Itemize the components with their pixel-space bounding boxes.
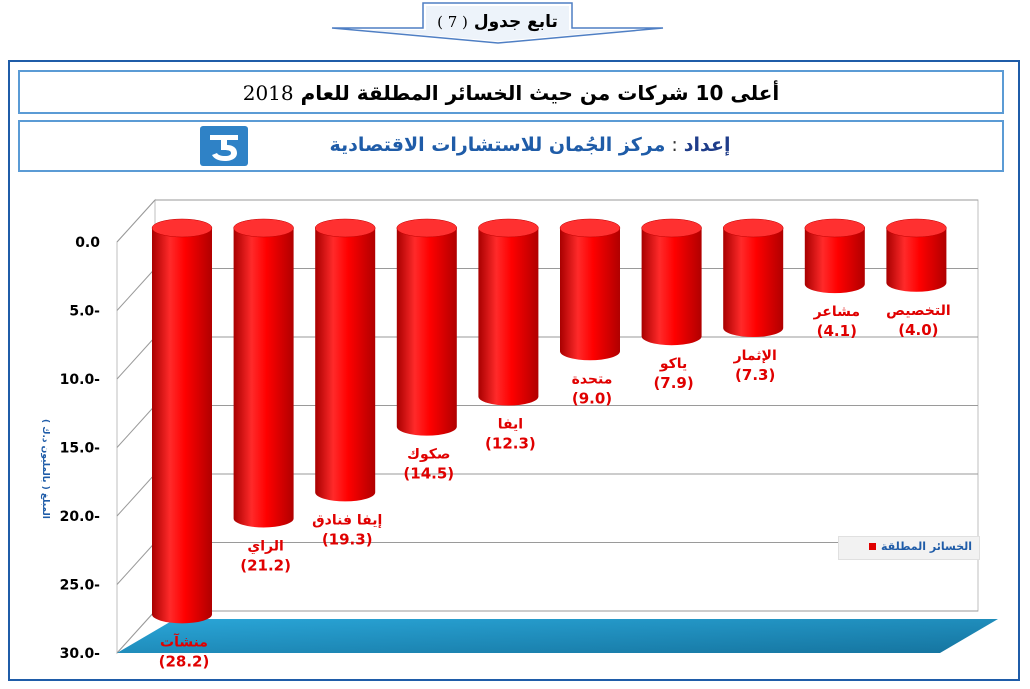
bar-10 <box>886 228 947 292</box>
title-box: أعلى 10 شركات من حيث الخسائر المطلقة للع… <box>18 70 1004 114</box>
banner-text: تابع جدول <box>473 12 558 32</box>
gridline-side <box>116 473 156 517</box>
value-label: (7.9) <box>653 374 693 392</box>
bar-7 <box>641 228 702 346</box>
category-label: ياكو <box>659 356 687 372</box>
gridline-side <box>116 610 156 654</box>
table-banner: تابع جدول ( 7 ) <box>330 2 665 44</box>
bar-2 <box>233 228 294 528</box>
bar-8 <box>723 228 784 338</box>
category-label: إيفا فنادق <box>312 512 382 528</box>
category-label: متحدة <box>572 371 613 387</box>
bar-1-top <box>151 218 213 238</box>
value-label: (19.3) <box>322 530 373 548</box>
bar-8-top <box>722 218 784 238</box>
preparer-name: مركز الجُمان للاستشارات الاقتصادية <box>329 134 666 156</box>
bar-1 <box>152 228 212 624</box>
category-label: الإثمار <box>733 348 777 364</box>
value-label: (21.2) <box>240 556 291 574</box>
gridline-side <box>116 268 156 311</box>
category-label: مشاعر <box>813 304 860 320</box>
bar-3 <box>315 228 376 502</box>
chart-frame <box>8 60 1020 681</box>
chart-floor <box>117 619 998 653</box>
value-label: (14.5) <box>403 465 454 483</box>
company-logo <box>200 126 248 166</box>
y-tick-label: 15.0- <box>60 441 101 457</box>
bar-2-top <box>233 218 294 238</box>
bar-7-top <box>641 218 702 238</box>
legend-label: الخسائر المطلقة <box>881 540 973 553</box>
legend-swatch <box>869 543 876 550</box>
bar-9-top <box>804 218 866 238</box>
preparer-line: إعداد:مركز الجُمان للاستشارات الاقتصادية <box>320 134 740 156</box>
gridline-side <box>116 336 156 380</box>
bar-6 <box>560 228 620 361</box>
title-year: 2018 <box>242 81 294 105</box>
bar-3-top <box>314 218 376 238</box>
bar-9 <box>804 228 865 294</box>
bar-5-top <box>478 218 539 238</box>
banner-number: ( 7 ) <box>437 13 468 31</box>
banner-label: تابع جدول ( 7 ) <box>330 12 665 32</box>
banner-arrow-shape <box>331 2 664 44</box>
bar-4-top <box>396 218 458 238</box>
y-tick-label: 20.0- <box>60 509 101 525</box>
value-label: (12.3) <box>485 435 536 453</box>
y-tick-label: 0.0 <box>75 235 100 251</box>
gridline-side <box>116 542 156 585</box>
preparer-box: إعداد:مركز الجُمان للاستشارات الاقتصادية <box>18 120 1004 172</box>
category-label: التخصيص <box>886 303 950 319</box>
value-label: (4.1) <box>817 322 857 340</box>
y-axis-title: المبلغ ( بالمليون د.ك ) <box>40 419 50 519</box>
gridline-side <box>116 405 156 448</box>
y-tick-label: 30.0- <box>60 646 101 662</box>
y-tick-label: 10.0- <box>60 372 101 388</box>
value-label: (4.0) <box>898 321 938 339</box>
bar-6-top <box>559 218 621 238</box>
page-title: أعلى 10 شركات من حيث الخسائر المطلقة للع… <box>20 81 1002 105</box>
value-label: (9.0) <box>572 389 612 407</box>
legend: الخسائر المطلقة <box>838 536 980 560</box>
y-tick-label: 25.0- <box>60 578 101 594</box>
category-label: ايفا <box>498 417 523 433</box>
value-label: (7.3) <box>735 366 775 384</box>
logo-mark-icon <box>210 135 238 161</box>
bar-4 <box>396 228 457 436</box>
title-text: أعلى 10 شركات من حيث الخسائر المطلقة للع… <box>300 81 780 105</box>
preparer-colon: : <box>671 134 678 156</box>
preparer-prefix: إعداد <box>683 134 731 156</box>
gridline-side <box>116 199 156 243</box>
bar-10-top <box>886 218 947 238</box>
bar-5 <box>478 228 539 406</box>
value-label: (28.2) <box>159 652 210 670</box>
y-tick-label: 5.0- <box>69 304 100 320</box>
category-label: الراي <box>247 538 283 555</box>
category-label: صكوك <box>407 447 450 463</box>
category-label: منشآت <box>160 632 208 650</box>
